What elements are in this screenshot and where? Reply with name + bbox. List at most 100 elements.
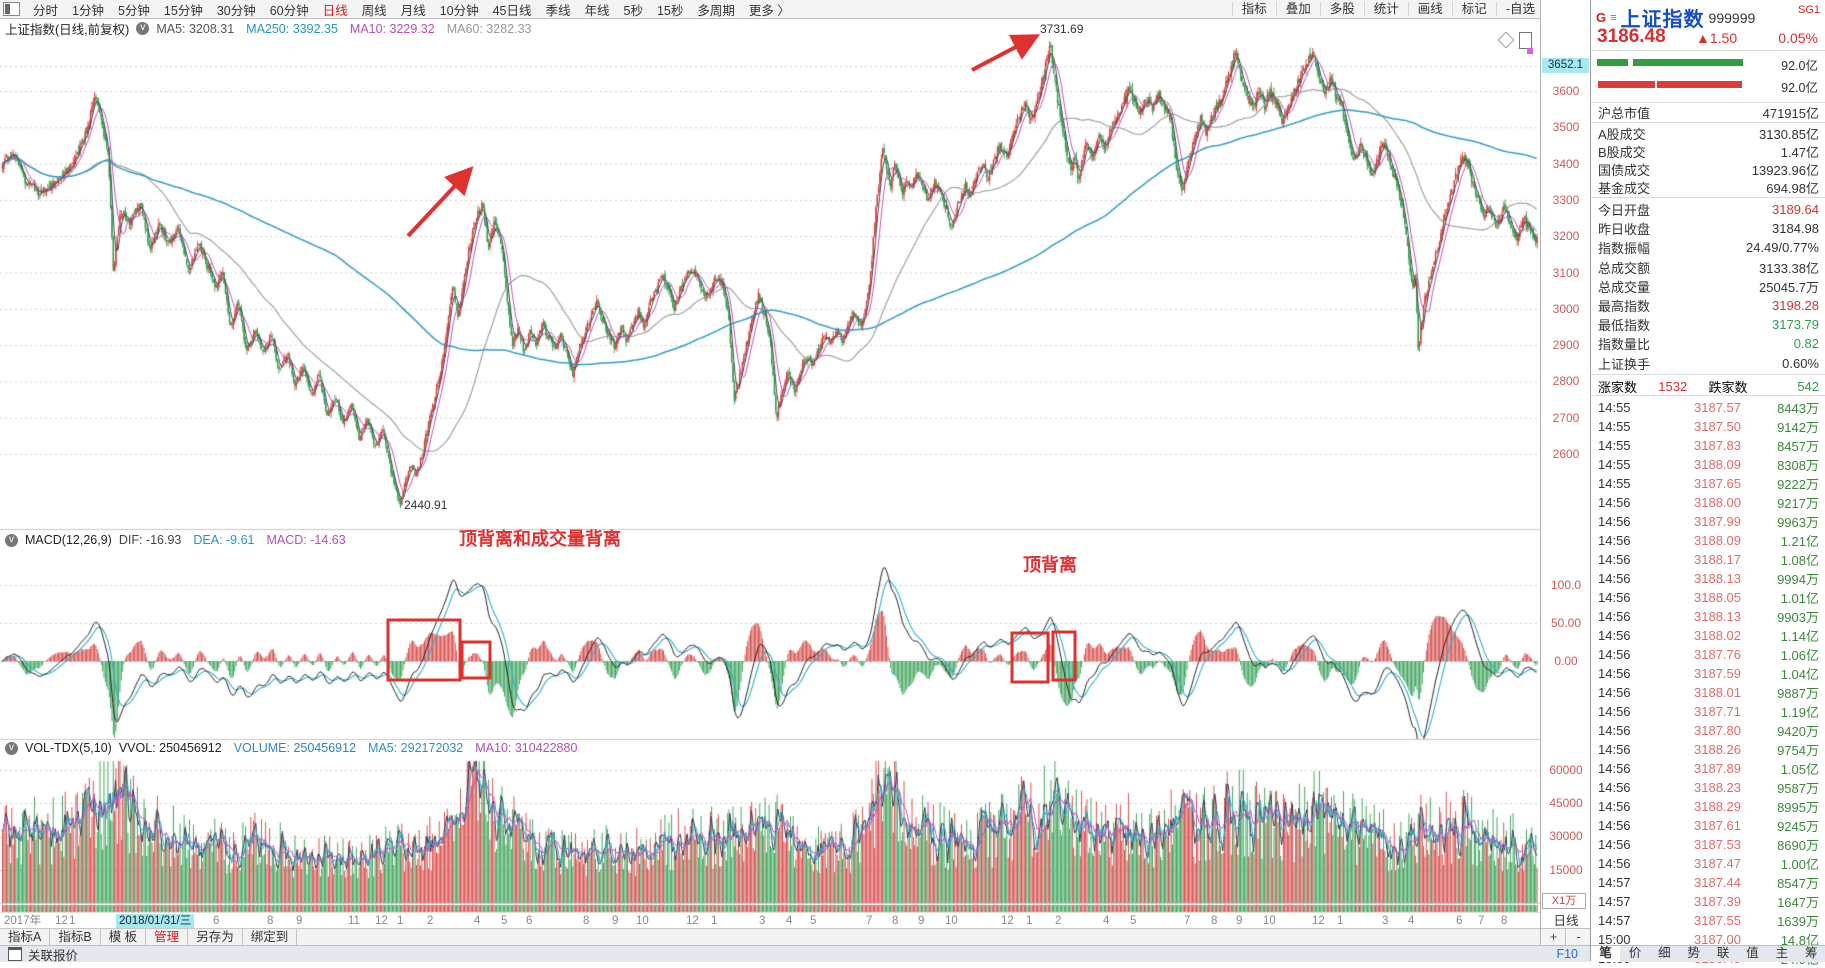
panel-tab-细[interactable]: 细 <box>1658 946 1671 960</box>
tick-time: 15:00 <box>1598 932 1631 947</box>
x-axis-label: 1 <box>397 915 404 927</box>
macd-tick: 100.0 <box>1550 578 1582 592</box>
tick-price: 3187.50 <box>1694 419 1741 434</box>
tick-time: 14:56 <box>1598 723 1631 738</box>
bottom-tool-管理[interactable]: 管理 <box>146 929 189 946</box>
tick-list[interactable]: 14:55 3187.57 8443万 14:55 3187.50 9142万 14:55 3… <box>1591 398 1825 967</box>
period-tab-45日线[interactable]: 45日线 <box>492 3 532 18</box>
bottom-tool-另存为[interactable]: 另存为 <box>188 929 243 946</box>
tick-time: 14:56 <box>1598 514 1631 529</box>
bottom-tool-绑定到[interactable]: 绑定到 <box>243 929 298 946</box>
tick-row: 14:55 3188.09 8308万 <box>1591 455 1825 474</box>
tick-time: 14:57 <box>1598 913 1631 928</box>
period-tab-30分钟[interactable]: 30分钟 <box>216 3 256 18</box>
diamond-icon[interactable] <box>1497 31 1515 49</box>
panel-tab-筹[interactable]: 筹 <box>1805 946 1818 960</box>
window-icon[interactable] <box>3 2 20 16</box>
x-axis-label: 3 <box>759 915 766 927</box>
period-tab-5秒[interactable]: 5秒 <box>623 3 643 18</box>
macd-values: DIF: -16.93 DEA: -9.61 MACD: -14.63 <box>119 533 346 547</box>
quote-bar-row: 92.0亿 <box>1597 58 1820 73</box>
toolbar-button-叠加[interactable]: 叠加 <box>1275 2 1320 16</box>
toolbar-button--自选[interactable]: -自选 <box>1495 2 1544 16</box>
x-axis-label: 12 <box>1001 915 1014 927</box>
zoom-out-button[interactable]: - <box>1566 929 1591 946</box>
vol-value: VVOL: 250456912 <box>118 741 222 755</box>
tick-price: 3188.00 <box>1694 495 1741 510</box>
chevron-down-icon[interactable]: v <box>5 533 18 547</box>
tick-volume: 1639万 <box>1777 914 1819 929</box>
period-tab-年线[interactable]: 年线 <box>584 3 610 18</box>
period-tab-日线[interactable]: 日线 <box>322 3 348 18</box>
period-tab-分时[interactable]: 分时 <box>33 3 59 18</box>
bottom-tool-模 板[interactable]: 模 板 <box>101 929 147 946</box>
toolbar-button-画线[interactable]: 画线 <box>1407 2 1452 16</box>
stat-row: 总成交额 3133.38亿 <box>1591 258 1825 277</box>
period-tab-季线[interactable]: 季线 <box>545 3 571 18</box>
period-tab-周线[interactable]: 周线 <box>361 3 387 18</box>
panel-tab-联[interactable]: 联 <box>1716 946 1730 960</box>
x-axis-label: 9 <box>1236 915 1243 927</box>
panel-tab-价[interactable]: 价 <box>1628 946 1642 960</box>
period-tab-更多 〉[interactable]: 更多 〉 <box>748 3 790 18</box>
menu-icon[interactable]: ≡ <box>1610 11 1617 24</box>
tick-volume: 1.19亿 <box>1780 705 1819 720</box>
toolbar-button-指标[interactable]: 指标 <box>1231 2 1276 16</box>
panel-tab-主[interactable]: 主 <box>1775 946 1789 960</box>
period-tab-月线[interactable]: 月线 <box>400 3 426 18</box>
toolbar-button-统计[interactable]: 统计 <box>1363 2 1408 16</box>
advancers-decliners-row: 涨家数 1532 跌家数 542 <box>1591 377 1825 395</box>
tick-price: 3187.65 <box>1694 476 1741 491</box>
bottom-tool-指标B[interactable]: 指标B <box>50 929 101 946</box>
f10-button[interactable]: F10 <box>1556 947 1578 961</box>
sg-badge: SG1 <box>1797 4 1820 16</box>
x-axis-label: 8 <box>1501 915 1508 927</box>
link-quote-label[interactable]: 关联报价 <box>28 948 79 963</box>
price-change: ▲1.50 <box>1696 30 1738 46</box>
period-tab-多周期[interactable]: 多周期 <box>697 3 735 18</box>
advancers-label: 涨家数 <box>1598 379 1638 395</box>
stat-row: 昨日收盘 3184.98 <box>1591 219 1825 238</box>
page-icon[interactable] <box>1519 32 1532 49</box>
advancers-count: 1532 <box>1658 378 1688 394</box>
chart-corner-icons <box>1497 31 1538 58</box>
tick-volume: 9245万 <box>1777 819 1819 834</box>
tick-volume: 9420万 <box>1777 724 1819 739</box>
period-tab-5分钟[interactable]: 5分钟 <box>117 3 150 18</box>
x-axis-label: 5 <box>810 915 817 927</box>
index-name[interactable]: 上证指数 <box>1620 9 1705 31</box>
link-quote-icon[interactable] <box>8 947 22 961</box>
tick-volume: 1.04亿 <box>1780 667 1819 682</box>
period-tab-10分钟[interactable]: 10分钟 <box>439 3 479 18</box>
tick-volume: 8547万 <box>1777 876 1819 891</box>
period-tab-1分钟[interactable]: 1分钟 <box>72 3 104 18</box>
stat-label: 最高指数 <box>1598 299 1651 315</box>
period-tab-15秒[interactable]: 15秒 <box>656 3 684 18</box>
period-tab-60分钟[interactable]: 60分钟 <box>269 3 309 18</box>
quote-panel: G ≡ 上证指数 999999 SG1 3186.48 ▲1.50 0.05% … <box>1590 0 1825 967</box>
x-axis-label: 12 <box>686 915 699 927</box>
chevron-down-icon[interactable]: v <box>5 741 18 755</box>
tick-time: 14:57 <box>1598 875 1631 890</box>
decliners-count: 542 <box>1797 378 1819 394</box>
panel-tab-笔[interactable]: 笔 <box>1591 946 1621 962</box>
chevron-down-icon[interactable]: v <box>136 22 150 35</box>
tick-time: 14:56 <box>1598 742 1631 757</box>
last-price: 3186.48 <box>1597 26 1666 47</box>
tick-time: 14:56 <box>1598 628 1631 643</box>
chart-canvas[interactable] <box>0 0 1540 945</box>
bottom-tool-指标A[interactable]: 指标A <box>0 929 51 946</box>
x-axis-label: 10 <box>945 915 958 927</box>
panel-tab-值[interactable]: 值 <box>1746 946 1759 960</box>
index-code: 999999 <box>1708 9 1756 26</box>
period-tab-15分钟[interactable]: 15分钟 <box>163 3 203 18</box>
panel-tab-势[interactable]: 势 <box>1687 946 1701 960</box>
x-axis-label: 12 <box>375 915 388 927</box>
zoom-in-button[interactable]: + <box>1541 929 1566 946</box>
zoom-controls: + - <box>1541 928 1591 946</box>
tick-time: 14:55 <box>1598 476 1631 491</box>
toolbar-button-多股[interactable]: 多股 <box>1319 2 1364 16</box>
toolbar-button-标记[interactable]: 标记 <box>1451 2 1496 16</box>
x-axis-label: 10 <box>636 915 649 927</box>
tick-volume: 1.05亿 <box>1780 762 1819 777</box>
